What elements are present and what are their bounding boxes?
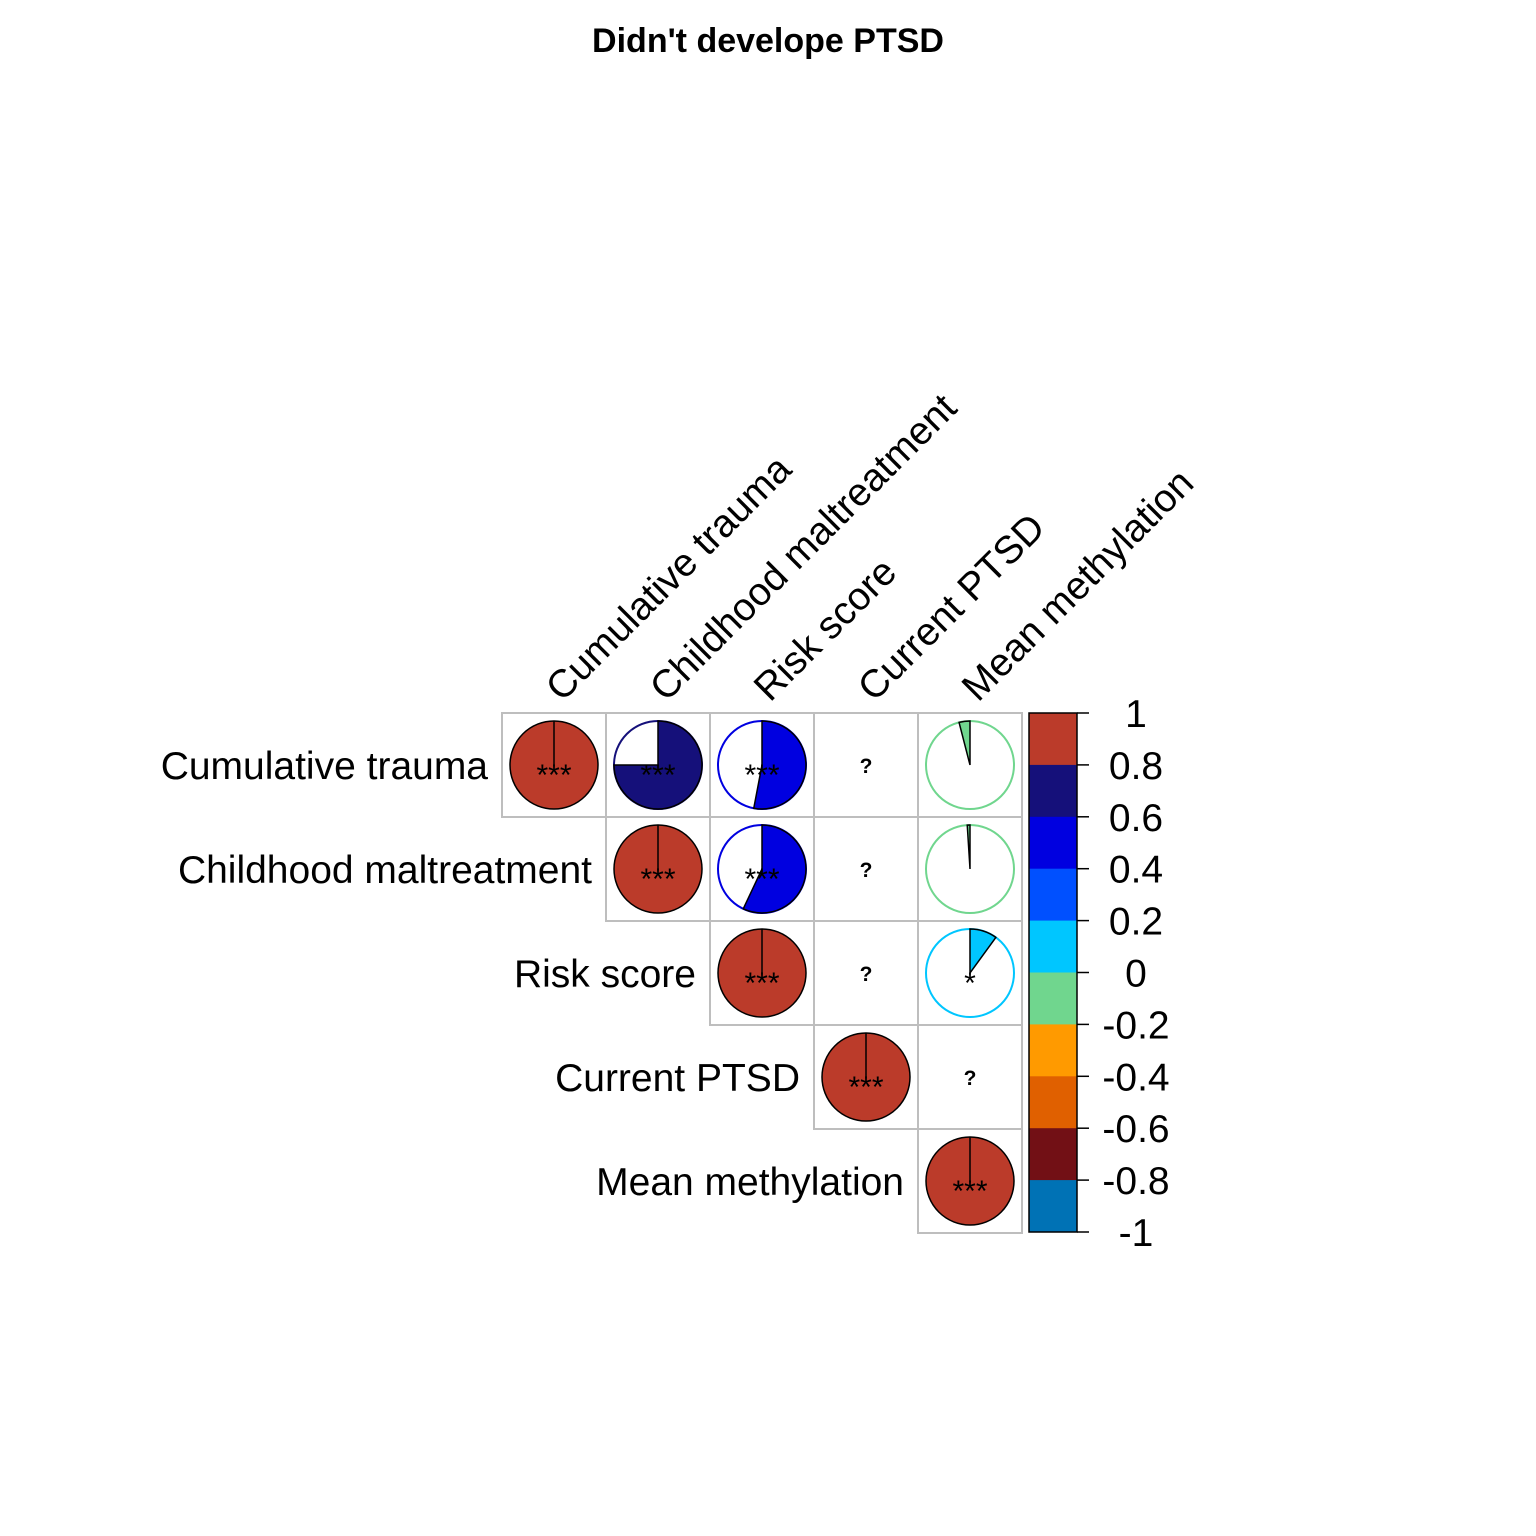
grid bbox=[501, 712, 1023, 1234]
sig-mark-0-3: ? bbox=[860, 755, 873, 778]
sig-mark-2-4: * bbox=[964, 967, 976, 1000]
sig-mark-1-2: *** bbox=[744, 863, 779, 896]
col-label-current-ptsd: Current PTSD bbox=[850, 506, 1054, 710]
colorbar-bin-2 bbox=[1029, 816, 1077, 870]
colorbar-tick-label-5: 0 bbox=[1125, 953, 1147, 996]
sig-mark-1-3: ? bbox=[860, 859, 873, 882]
row-label-childhood-maltreatment: Childhood maltreatment bbox=[178, 849, 592, 892]
sig-mark-3-3: *** bbox=[848, 1071, 883, 1104]
colorbar-tick-label-2: 0.6 bbox=[1109, 797, 1163, 840]
colorbar-bin-8 bbox=[1029, 1128, 1077, 1181]
colorbar: 1 0.8 0.6 0.4 0.2 0 -0.2 -0.4 -0.6 -0.8 -1 bbox=[1028, 693, 1170, 1255]
sig-mark-0-2: *** bbox=[744, 759, 779, 792]
sig-mark-0-1: *** bbox=[640, 759, 675, 792]
sig-mark-3-4: ? bbox=[964, 1067, 977, 1090]
pie-slice-1-4 bbox=[966, 824, 971, 870]
sig-mark-0-0: *** bbox=[536, 759, 571, 792]
colorbar-bin-4 bbox=[1029, 920, 1077, 973]
pie-cells: *** *** *** ?*** *** ?***? **** ?*** bbox=[509, 720, 1015, 1226]
row-labels: Cumulative trauma Childhood maltreatment R… bbox=[161, 745, 904, 1204]
row-label-risk-score: Risk score bbox=[514, 953, 696, 996]
colorbar-tick-label-8: -0.6 bbox=[1102, 1108, 1169, 1151]
row-label-cumulative-trauma: Cumulative trauma bbox=[161, 745, 489, 788]
colorbar-bin-3 bbox=[1029, 868, 1077, 922]
chart-title: Didn't develope PTSD bbox=[592, 22, 944, 60]
pie-slice-1-2 bbox=[742, 824, 807, 914]
sig-mark-4-4: *** bbox=[952, 1175, 987, 1208]
pie-slice-0-2 bbox=[752, 720, 807, 810]
colorbar-bin-6 bbox=[1029, 1024, 1077, 1077]
colorbar-tick-label-3: 0.4 bbox=[1109, 849, 1163, 892]
colorbar-tick-label-9: -0.8 bbox=[1102, 1160, 1169, 1203]
colorbar-tick-label-6: -0.2 bbox=[1102, 1004, 1169, 1047]
colorbar-bin-0 bbox=[1029, 713, 1077, 766]
sig-mark-1-1: *** bbox=[640, 863, 675, 896]
colorbar-bin-7 bbox=[1029, 1076, 1077, 1129]
sig-mark-2-2: *** bbox=[744, 967, 779, 1000]
sig-mark-2-3: ? bbox=[860, 963, 873, 986]
pie-slice-2-4 bbox=[969, 928, 997, 976]
colorbar-tick-label-4: 0.2 bbox=[1109, 901, 1163, 944]
colorbar-tick-label-0: 1 bbox=[1125, 693, 1147, 736]
pie-slice-0-1 bbox=[613, 720, 703, 810]
colorbar-tick-label-1: 0.8 bbox=[1109, 745, 1163, 788]
colorbar-bin-1 bbox=[1029, 764, 1077, 818]
colorbar-tick-label-7: -0.4 bbox=[1102, 1056, 1169, 1099]
colorbar-tick-label-10: -1 bbox=[1119, 1212, 1154, 1255]
colorbar-bin-9 bbox=[1029, 1180, 1077, 1233]
colorbar-bin-5 bbox=[1029, 972, 1077, 1025]
row-label-current-ptsd: Current PTSD bbox=[555, 1057, 800, 1100]
row-label-mean-methylation: Mean methylation bbox=[596, 1161, 904, 1204]
pie-slice-0-4 bbox=[958, 720, 971, 766]
grid-cell-4-4 bbox=[917, 1128, 1023, 1234]
